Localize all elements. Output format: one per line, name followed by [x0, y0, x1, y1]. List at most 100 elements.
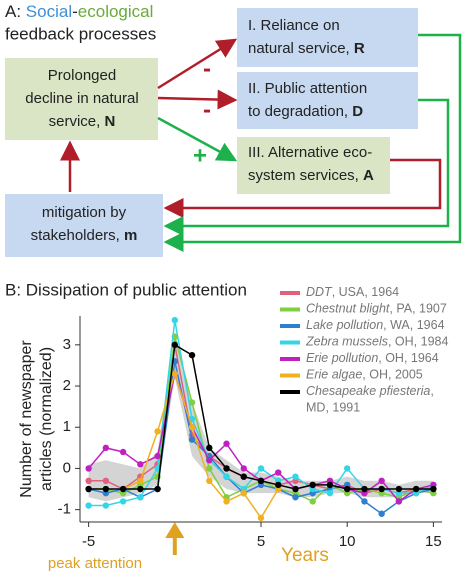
node-symbol: m: [124, 227, 137, 244]
data-point: [137, 461, 144, 468]
y-axis-label: articles (normalized): [38, 347, 55, 491]
legend-label: Lake pollution, WA, 1964: [306, 318, 445, 332]
x-tick-label: -5: [82, 533, 95, 550]
data-point: [85, 502, 92, 509]
legend-label: Erie algae, OH, 2005: [306, 368, 423, 382]
chart-title: B: Dissipation of public attention: [5, 280, 247, 299]
node-text: decline in natural: [25, 90, 138, 107]
annotation: peak attention: [48, 555, 142, 572]
node-label: stakeholders, m: [31, 227, 138, 244]
nodes: Prolonged decline in natural service, N I. …: [25, 17, 374, 244]
node-text: system services,: [248, 167, 359, 184]
data-point: [119, 485, 127, 493]
legend-detail: , PA, 1907: [389, 302, 446, 316]
data-point: [154, 485, 161, 493]
sign: -: [203, 55, 211, 82]
data-point: [240, 465, 247, 472]
data-point: [137, 485, 144, 493]
node-label: Prolonged: [48, 67, 116, 84]
legend-name: DDT: [306, 285, 333, 299]
node-text: II. Public attention: [248, 80, 367, 97]
series-line: [122, 371, 279, 520]
data-point: [85, 477, 92, 484]
node-label: III. Alternative eco-: [248, 144, 372, 161]
data-point: [119, 448, 127, 456]
data-point: [171, 370, 179, 377]
data-point: [102, 444, 110, 452]
legend-detail: , OH, 1964: [378, 351, 438, 365]
node-symbol: D: [352, 103, 363, 120]
legend-detail: , WA, 1964: [383, 318, 444, 332]
data-point: [361, 498, 368, 505]
legend-detail: , OH, 1984: [388, 335, 448, 349]
node-box: [5, 58, 158, 140]
legend-name: Chestnut blight: [306, 302, 390, 316]
node-text: Prolonged: [48, 67, 116, 84]
data-point: [206, 457, 213, 464]
data-point: [412, 485, 420, 493]
node-label: system services, A: [248, 167, 374, 184]
arrow: [163, 98, 450, 236]
data-point: [188, 424, 196, 431]
data-point: [102, 485, 110, 493]
data-point: [223, 440, 230, 447]
node-symbol: A: [363, 167, 374, 184]
data-point: [309, 498, 316, 505]
legend-name: Lake pollution: [306, 318, 383, 332]
y-tick-label: 2: [63, 377, 71, 394]
data-point: [275, 481, 282, 489]
data-point: [85, 485, 92, 493]
data-point: [378, 477, 385, 484]
data-point: [102, 477, 110, 484]
node-label: natural service, R: [248, 40, 365, 57]
data-point: [223, 465, 230, 472]
arrow: [163, 33, 462, 252]
x-tick-label: 10: [339, 533, 356, 550]
data-point: [137, 477, 144, 484]
node-box: [237, 72, 418, 129]
legend-detail: , OH, 2005: [362, 368, 422, 382]
node-box: [237, 8, 418, 67]
legend-label: Zebra mussels, OH, 1984: [305, 335, 448, 349]
data-point: [206, 477, 213, 484]
data-point: [378, 510, 385, 517]
node-text: III. Alternative eco-: [248, 144, 372, 161]
panel-a-title: feedback processes: [5, 24, 156, 43]
data-point: [240, 489, 247, 497]
legend-label: Chestnut blight, PA, 1907: [306, 302, 447, 316]
node-label: service, N: [49, 113, 116, 130]
node-label: I. Reliance on: [248, 17, 340, 34]
annotation-arrow: [165, 522, 185, 555]
data-point: [378, 485, 385, 493]
data-point: [343, 485, 351, 493]
y-tick-label: 1: [63, 418, 71, 435]
data-point: [119, 498, 127, 505]
legend-label: MD, 1991: [306, 400, 360, 414]
data-point: [102, 502, 110, 509]
node-box: [5, 194, 163, 257]
data-point: [206, 465, 213, 472]
y-tick-label: 3: [63, 336, 71, 353]
sign: +: [193, 142, 207, 169]
data-point: [326, 481, 334, 489]
data-point: [275, 469, 282, 476]
arrows: [60, 33, 462, 252]
data-point: [188, 351, 196, 359]
y-tick-label: -1: [58, 501, 71, 518]
legend-label: Erie pollution, OH, 1964: [306, 351, 439, 365]
plot: -1 0 1 2 3 -5 5 10 15 Number of newspaper articles…: [18, 285, 448, 572]
panel-a-title: A: Social-ecological: [5, 2, 153, 21]
data-point: [171, 316, 179, 324]
legend-detail: , USA, 1964: [332, 285, 399, 299]
data-point: [188, 399, 196, 406]
data-point: [343, 465, 351, 472]
data-point: [395, 498, 403, 505]
node-symbol: R: [354, 40, 365, 57]
data-point: [85, 465, 92, 472]
node-label: decline in natural: [25, 90, 138, 107]
data-point: [257, 514, 265, 522]
legend-detail: ,: [430, 384, 433, 398]
arrow: [157, 116, 238, 162]
